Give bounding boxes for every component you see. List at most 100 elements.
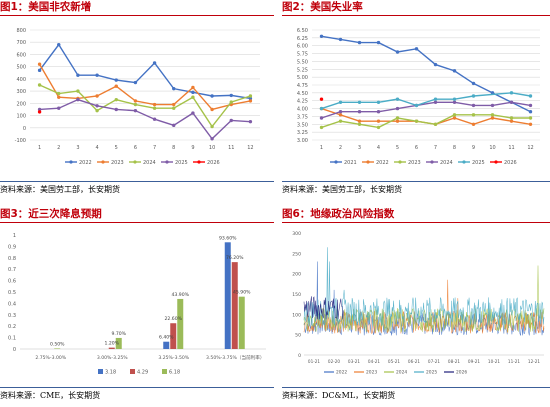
data-point-2025 [57, 106, 61, 110]
data-point-2024 [133, 102, 138, 107]
x-tick-label: 1 [38, 145, 41, 151]
rate-cut-chart-svg: 0 0.1 0.2 0.3 0.4 0.5 0.6 0.7 0.8 0.9 1 0.50% 1.20% 9… [8, 233, 266, 376]
legend-label-2025: 2025 [175, 160, 188, 166]
x-tick-label: 9 [472, 145, 475, 151]
data-point-2022 [338, 113, 343, 117]
legend-marker-2022 [69, 160, 73, 164]
x-tick-label: 3.25%-3.50% [158, 355, 189, 361]
x-tick-label: 11-21 [508, 359, 521, 364]
bar-3.18 [163, 341, 170, 349]
y-tick-label: 0 [13, 347, 16, 353]
legend-label-2026: 2026 [504, 160, 517, 166]
data-label: 76.20% [226, 255, 244, 261]
legend-label-2024: 2024 [396, 370, 407, 376]
x-tick-label: 3.50%-3.75%（当前利率） [206, 354, 264, 361]
panel-rate-cut: 图3：近三次降息预期 0 0.1 0.2 0.3 0.4 0.5 0.6 0.7 0.8 0.9 1… [0, 207, 274, 407]
legend-marker-2023 [398, 160, 402, 164]
data-point-2025 [376, 100, 381, 104]
data-point-2023 [490, 113, 495, 117]
rate-cut-chart: 0 0.1 0.2 0.3 0.4 0.5 0.6 0.7 0.8 0.9 1 0.50% 1.20% 9… [4, 227, 270, 382]
data-point-2023 [191, 85, 195, 90]
data-point-2024 [357, 110, 362, 114]
legend-label-2022: 2022 [336, 370, 347, 376]
title-rule [0, 15, 274, 16]
legend-label-2025: 2025 [426, 370, 437, 376]
bar-4.29 [108, 347, 115, 349]
x-tick-label: 02-20 [328, 359, 341, 364]
y-tick-label: 6.25 [297, 36, 308, 42]
y-tick-label: 0 [298, 353, 301, 359]
data-point-2021 [395, 50, 400, 54]
y-tick-label: 0.5 [8, 290, 16, 296]
bar-4.29 [231, 262, 238, 349]
source-note: 资料来源：DC&ML，长安期货 [282, 391, 396, 400]
data-point-2024 [490, 103, 495, 108]
gpr-chart: 0 50 100 150 200 250 300 01-21 02-20 03-21 04-21 05… [286, 227, 548, 382]
legend-marker-2025 [165, 160, 169, 164]
x-tick-label: 7 [434, 145, 437, 151]
y-tick-label: 400 [16, 77, 26, 83]
data-point-2022 [172, 86, 176, 91]
data-point-2023 [395, 116, 400, 120]
data-point-2023 [248, 99, 253, 103]
legend-marker-2023 [101, 160, 105, 164]
y-tick-label: 5.25 [297, 67, 308, 73]
title-rule [282, 15, 550, 16]
data-point-2024 [452, 100, 457, 104]
y-tick-label: 200 [16, 101, 26, 107]
series-line-2025 [303, 247, 545, 326]
legend-label-2023: 2023 [408, 160, 421, 166]
x-tick-label: 09-21 [468, 359, 481, 364]
data-point-2025 [191, 111, 195, 115]
x-tick-label: 5 [115, 145, 118, 151]
y-tick-label: 700 [16, 40, 26, 46]
data-point-2025 [452, 97, 457, 101]
bar-6.18 [177, 298, 184, 349]
y-tick-label: 0.8 [8, 256, 16, 262]
data-point-2022 [357, 119, 362, 123]
chart-title: 图1：美国非农新增 [0, 1, 92, 13]
x-tick-label: 3.00%-3.25% [97, 355, 128, 361]
y-tick-label: 200 [292, 272, 301, 278]
data-point-2024 [191, 95, 195, 99]
data-point-2022 [490, 116, 495, 120]
source-note: 资料来源：美国劳工部，长安期货 [282, 185, 402, 194]
data-point-2025 [114, 107, 118, 112]
bar-6.18 [115, 337, 122, 349]
x-tick-label: 4 [95, 145, 98, 151]
data-point-2023 [152, 102, 157, 107]
source-rule [282, 181, 550, 182]
data-point-2024 [338, 110, 343, 114]
data-point-2025 [172, 123, 176, 128]
data-point-2022 [114, 78, 118, 82]
x-tick-label: 6 [134, 145, 137, 151]
series-line-2024 [39, 84, 251, 128]
data-point-2022 [57, 42, 61, 47]
data-point-2022 [95, 73, 99, 77]
x-tick-label: 12 [527, 145, 533, 151]
x-tick-label: 11 [228, 145, 234, 151]
data-point-2024 [395, 106, 400, 111]
x-tick-label: 1 [320, 145, 323, 151]
x-tick-label: 03-21 [348, 359, 361, 364]
x-tick-label: 2 [57, 145, 60, 151]
x-tick-label: 01-21 [308, 359, 321, 364]
bar-6.18 [54, 348, 61, 349]
x-tick-label: 11 [508, 145, 514, 151]
x-tick-label: 3 [76, 145, 79, 151]
x-tick-label: 12 [247, 145, 253, 151]
chart-title: 图2：美国失业率 [282, 1, 363, 13]
chart-title: 图6：地缘政治风险指数 [282, 208, 395, 220]
data-point-2024 [95, 108, 99, 113]
legend-label-2022: 2022 [376, 160, 389, 166]
data-label: 1.20% [104, 341, 119, 347]
data-point-2023 [471, 113, 476, 117]
legend-swatch-3.18 [98, 369, 103, 374]
panel-unemployment: 图2：美国失业率 3.00 3.25 3.50 3.75 4.00 4.25 4.50 4.7… [282, 0, 550, 200]
data-point-2023 [376, 125, 381, 130]
data-point-2026 [319, 97, 324, 101]
y-tick-label: 4.00 [297, 107, 308, 113]
y-tick-label: 0.3 [8, 313, 16, 319]
data-point-2022 [133, 80, 138, 85]
data-label: 45.90% [233, 290, 251, 296]
